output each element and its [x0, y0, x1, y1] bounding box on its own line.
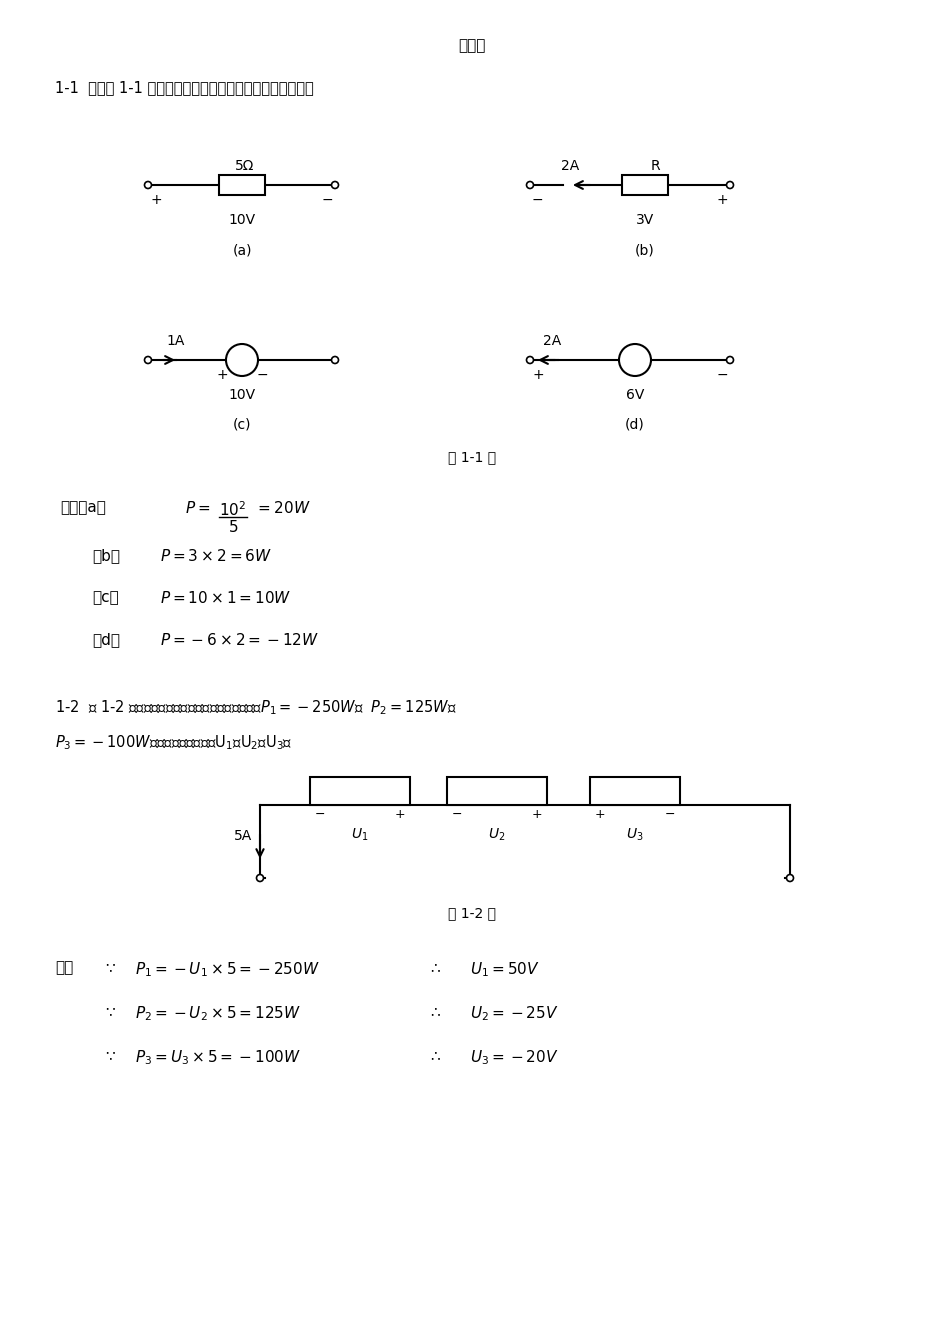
Bar	[621, 175, 667, 195]
Circle shape	[256, 875, 263, 882]
Text: $=20W$: $=20W$	[255, 500, 311, 516]
Bar	[447, 777, 547, 805]
Text: R: R	[649, 159, 659, 173]
Text: $P_2=-U_2\times5=125W$: $P_2=-U_2\times5=125W$	[135, 1004, 301, 1022]
Text: 解：: 解：	[55, 959, 74, 975]
Text: 1-2  题 1-2 图示电路，已知各元件发出的功率分别为$P_1=-250W$，  $P_2=125W$，: 1-2 题 1-2 图示电路，已知各元件发出的功率分别为$P_1=-250W$，…	[55, 698, 456, 717]
Circle shape	[785, 875, 793, 882]
Text: +: +	[531, 808, 542, 822]
Text: +: +	[531, 368, 543, 383]
Circle shape	[331, 182, 338, 189]
Text: 题 1-2 图: 题 1-2 图	[447, 906, 496, 921]
Circle shape	[526, 182, 533, 189]
Text: −: −	[451, 808, 462, 822]
Text: 6V: 6V	[625, 388, 644, 401]
Text: （c）: （c）	[92, 590, 119, 605]
Text: $P=3\times2=6W$: $P=3\times2=6W$	[160, 549, 272, 565]
Text: ∵: ∵	[105, 959, 114, 975]
Circle shape	[726, 182, 733, 189]
Text: 3V: 3V	[635, 213, 653, 227]
Text: ∴: ∴	[430, 1004, 439, 1020]
Text: $U_3=-20V$: $U_3=-20V$	[469, 1048, 558, 1066]
Text: −: −	[314, 808, 325, 822]
Circle shape	[726, 356, 733, 364]
Text: ∴: ∴	[430, 959, 439, 975]
Text: −: −	[256, 368, 267, 383]
Text: $U_2=-25V$: $U_2=-25V$	[469, 1004, 558, 1022]
Text: +: +	[216, 368, 228, 383]
Text: 10V: 10V	[228, 213, 255, 227]
Text: +: +	[595, 808, 605, 822]
Text: (b): (b)	[634, 244, 654, 257]
Bar	[310, 777, 410, 805]
Text: 1-1  根据题 1-1 图中给定的数值，计算各元件吸收的功率。: 1-1 根据题 1-1 图中给定的数值，计算各元件吸收的功率。	[55, 80, 313, 95]
Text: +: +	[394, 808, 405, 822]
Text: $P=$: $P=$	[185, 500, 211, 516]
Text: $U_2$: $U_2$	[488, 827, 505, 843]
Text: 1A: 1A	[167, 334, 185, 348]
Text: $U_3$: $U_3$	[626, 827, 643, 843]
Text: −: −	[664, 808, 674, 822]
Text: （d）: （d）	[92, 632, 120, 648]
Text: $P=10\times1=10W$: $P=10\times1=10W$	[160, 590, 291, 606]
Text: −: −	[531, 193, 543, 207]
Text: 习题一: 习题一	[458, 37, 485, 54]
Text: $U_1=50V$: $U_1=50V$	[469, 959, 539, 978]
Text: ∴: ∴	[430, 1048, 439, 1062]
Text: 2A: 2A	[542, 334, 561, 348]
Text: $P_1=-U_1\times5=-250W$: $P_1=-U_1\times5=-250W$	[135, 959, 319, 978]
Text: 10V: 10V	[228, 388, 255, 401]
Text: +: +	[150, 193, 161, 207]
Text: ∵: ∵	[105, 1004, 114, 1020]
Bar	[589, 777, 680, 805]
Text: $5$: $5$	[228, 519, 238, 535]
Circle shape	[144, 356, 151, 364]
Circle shape	[226, 344, 258, 376]
Circle shape	[144, 182, 151, 189]
Text: (d): (d)	[625, 417, 644, 432]
Text: $U_1$: $U_1$	[351, 827, 368, 843]
Text: $P=-6\times2=-12W$: $P=-6\times2=-12W$	[160, 632, 319, 648]
Text: 解：（a）: 解：（a）	[59, 500, 106, 515]
Text: −: −	[716, 368, 727, 383]
Text: $P_3=U_3\times5=-100W$: $P_3=U_3\times5=-100W$	[135, 1048, 301, 1066]
Bar	[219, 175, 264, 195]
Text: −: −	[321, 193, 332, 207]
Text: $10^2$: $10^2$	[219, 500, 246, 519]
Text: $P_3=-100W$。求各元件上的电压U$_1$、U$_2$及U$_3$。: $P_3=-100W$。求各元件上的电压U$_1$、U$_2$及U$_3$。	[55, 733, 293, 752]
Text: 5A: 5A	[233, 830, 252, 843]
Text: 5Ω: 5Ω	[235, 159, 255, 173]
Text: +: +	[716, 193, 727, 207]
Circle shape	[526, 356, 533, 364]
Text: (a): (a)	[232, 244, 251, 257]
Text: 2A: 2A	[561, 159, 579, 173]
Circle shape	[618, 344, 650, 376]
Text: ∵: ∵	[105, 1048, 114, 1062]
Text: (c): (c)	[232, 417, 251, 432]
Text: （b）: （b）	[92, 549, 120, 563]
Circle shape	[331, 356, 338, 364]
Text: 题 1-1 图: 题 1-1 图	[447, 450, 496, 464]
